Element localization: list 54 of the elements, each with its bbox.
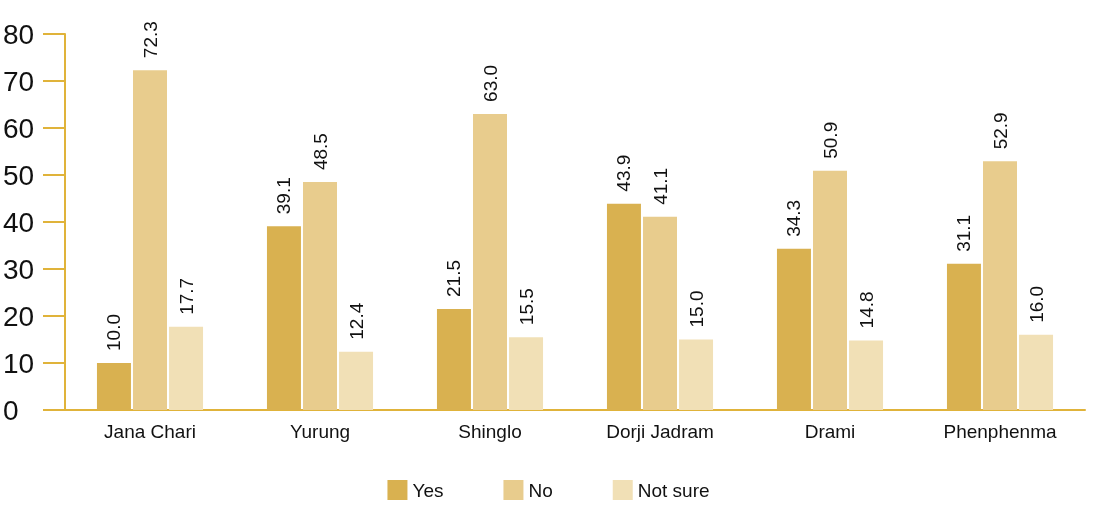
- y-tick-label: 10: [3, 347, 35, 379]
- y-tick-label: 0: [3, 394, 19, 426]
- data-label: 14.8: [855, 291, 877, 329]
- data-label: 34.3: [783, 199, 805, 237]
- bar: [983, 161, 1017, 410]
- data-label: 43.9: [613, 154, 635, 192]
- x-tick-label: Jana Chari: [104, 421, 196, 442]
- bar: [473, 113, 507, 410]
- data-label: 31.1: [953, 214, 975, 252]
- bar: [339, 351, 374, 410]
- bar: [776, 248, 811, 410]
- y-tick-label: 60: [3, 112, 35, 144]
- bar: [1019, 334, 1054, 410]
- bar: [946, 263, 981, 410]
- bar: [849, 340, 884, 410]
- data-label: 63.0: [479, 64, 501, 102]
- bar: [679, 339, 714, 410]
- y-tick-label: 30: [3, 253, 35, 285]
- y-tick-label: 20: [3, 300, 35, 332]
- data-label: 21.5: [443, 259, 465, 297]
- data-label: 52.9: [989, 112, 1011, 150]
- y-tick-label: 70: [3, 65, 35, 97]
- bar: [643, 216, 677, 410]
- data-label: 48.5: [309, 133, 331, 171]
- bar: [813, 170, 847, 410]
- data-label: 10.0: [103, 314, 125, 351]
- data-label: 41.1: [649, 167, 671, 205]
- x-tick-label: Phenphenma: [943, 421, 1057, 442]
- data-label: 15.0: [685, 290, 707, 328]
- bar: [169, 326, 204, 410]
- bar: [303, 182, 337, 410]
- x-tick-label: Dorji Jadram: [606, 421, 714, 442]
- legend-label: No: [528, 479, 553, 501]
- data-label: 50.9: [819, 121, 841, 159]
- data-label: 15.5: [515, 288, 537, 326]
- bar: [96, 363, 131, 410]
- y-tick-label: 80: [3, 18, 35, 50]
- data-label: 17.7: [175, 277, 197, 315]
- data-label: 12.4: [345, 302, 367, 340]
- bar: [266, 226, 301, 410]
- bar: [436, 308, 471, 410]
- y-tick-label: 50: [3, 159, 35, 191]
- y-tick-label: 40: [3, 206, 35, 238]
- bar: [133, 70, 167, 410]
- x-tick-label: Yurung: [289, 421, 351, 442]
- data-label: 16.0: [1025, 285, 1047, 323]
- bar: [509, 337, 544, 410]
- x-tick-label: Drami: [804, 421, 856, 442]
- legend-label: Not sure: [637, 479, 710, 501]
- data-label: 39.1: [273, 177, 295, 215]
- legend-label: Yes: [412, 479, 444, 501]
- bar: [606, 203, 641, 410]
- data-label: 72.3: [139, 21, 161, 59]
- x-tick-label: Shinglo: [458, 421, 522, 442]
